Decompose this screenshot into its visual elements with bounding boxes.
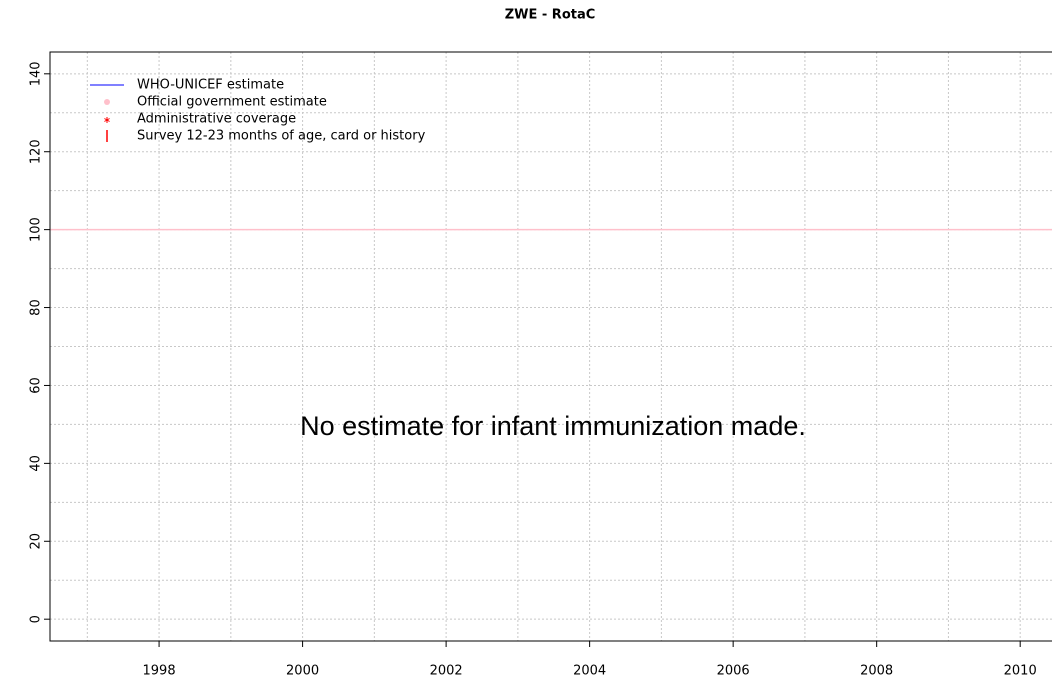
y-tick-label: 20 — [29, 533, 44, 550]
x-tick-label: 2006 — [717, 664, 750, 679]
annotation: No estimate for infant immunization made… — [300, 411, 806, 441]
x-tick-label: 2008 — [860, 664, 893, 679]
y-tick-label: 140 — [29, 61, 44, 86]
x-tick-label: 2010 — [1004, 664, 1037, 679]
legend-label: WHO-UNICEF estimate — [137, 78, 284, 93]
y-tick-label: 120 — [29, 139, 44, 164]
legend-label: Administrative coverage — [137, 112, 296, 127]
x-tick-label: 2004 — [573, 664, 606, 679]
legend-label: Official government estimate — [137, 95, 327, 110]
plot-frame — [49, 51, 1052, 642]
legend-symbol — [104, 99, 110, 105]
y-tick-label: 60 — [29, 377, 44, 394]
chart-title: ZWE - RotaC — [505, 8, 596, 23]
y-tick-label: 100 — [29, 217, 44, 242]
legend-label: Survey 12-23 months of age, card or hist… — [137, 129, 426, 144]
y-tick-label: 80 — [29, 299, 44, 316]
x-tick-label: 2002 — [430, 664, 463, 679]
x-tick-label: 2000 — [286, 664, 319, 679]
legend-symbol — [104, 118, 110, 122]
y-tick-label: 40 — [29, 455, 44, 472]
y-tick-label: 0 — [29, 615, 44, 623]
x-tick-label: 1998 — [143, 664, 176, 679]
